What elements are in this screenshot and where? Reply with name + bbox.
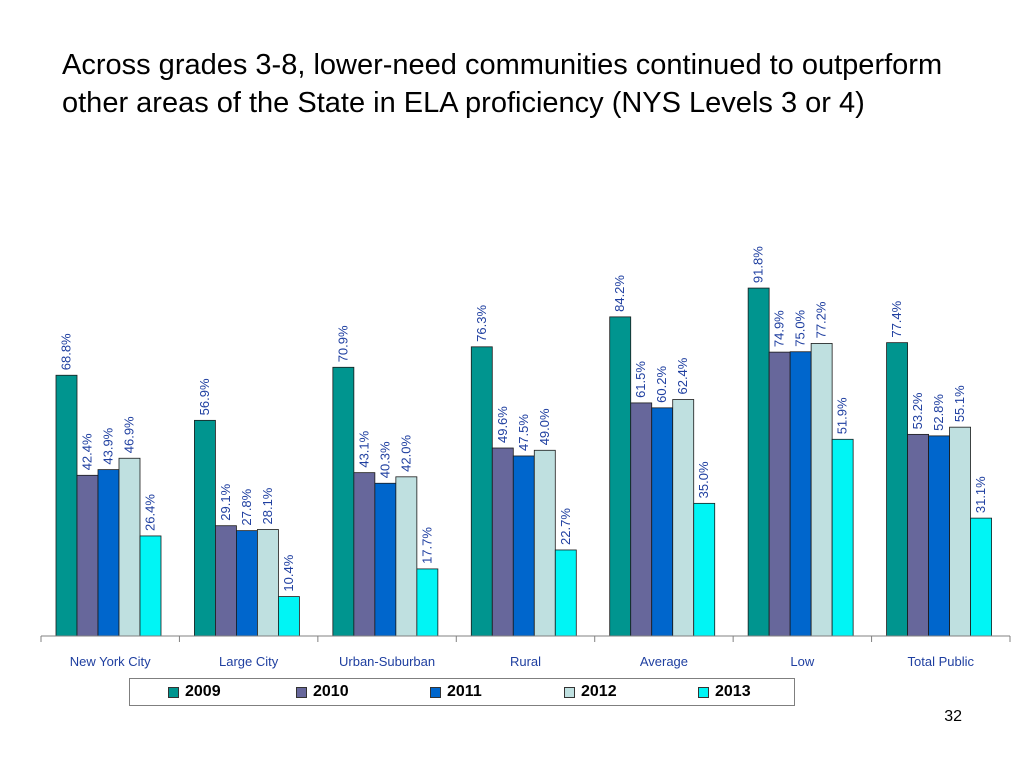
- bar-urban-suburban-2013: [416, 568, 439, 637]
- legend-item-2011: 2011: [430, 682, 482, 702]
- data-label-urban-suburban-2010: 43.1%: [356, 430, 371, 467]
- data-label-total-public-2012: 55.1%: [952, 385, 967, 422]
- bar-urban-suburban-2010: [353, 472, 376, 637]
- bar-rural-2011: [512, 455, 535, 637]
- legend-item-2012: 2012: [564, 682, 617, 702]
- data-label-average-2009: 84.2%: [612, 275, 627, 312]
- data-label-low-2010: 74.9%: [772, 310, 787, 347]
- bar-rural-2012: [533, 449, 556, 637]
- data-label-low-2011: 75.0%: [793, 309, 808, 346]
- legend-swatch-2011: [430, 686, 441, 698]
- data-label-rural-2011: 47.5%: [516, 414, 531, 451]
- x-tick-label-urban-suburban: Urban-Suburban: [339, 654, 435, 669]
- legend-label-2012: 2012: [581, 683, 617, 700]
- data-label-large-city-2009: 56.9%: [197, 378, 212, 415]
- legend-item-2013: 2013: [698, 682, 751, 702]
- legend-swatch-2013: [698, 686, 709, 698]
- data-label-total-public-2009: 77.4%: [889, 300, 904, 337]
- legend-label-2010: 2010: [313, 683, 349, 700]
- bar-average-2011: [651, 407, 674, 637]
- bar-total-public-2013: [970, 517, 992, 637]
- bar-urban-suburban-2012: [395, 476, 418, 637]
- data-label-average-2013: 35.0%: [696, 461, 711, 498]
- bar-urban-suburban-2011: [374, 482, 397, 637]
- bar-rural-2009: [470, 346, 493, 637]
- page-number: 32: [944, 708, 962, 725]
- legend-item-2009: 2009: [168, 682, 221, 702]
- data-label-total-public-2010: 53.2%: [910, 392, 925, 429]
- bar-average-2013: [693, 502, 716, 637]
- bar-average-2010: [630, 402, 653, 637]
- data-label-low-2013: 51.9%: [835, 397, 850, 434]
- bar-new-york-city-2011: [97, 469, 120, 637]
- bar-total-public-2009: [886, 342, 908, 637]
- x-tick-label-new-york-city: New York City: [70, 654, 151, 669]
- x-tick-label-rural: Rural: [510, 654, 541, 669]
- legend-label-2011: 2011: [447, 683, 482, 700]
- data-label-large-city-2013: 10.4%: [281, 554, 296, 591]
- bar-new-york-city-2010: [76, 474, 99, 637]
- data-label-new-york-city-2013: 26.4%: [143, 494, 158, 531]
- legend-label-2013: 2013: [715, 683, 751, 700]
- data-label-large-city-2010: 29.1%: [218, 483, 233, 520]
- legend-item-2010: 2010: [296, 682, 349, 702]
- data-label-large-city-2012: 28.1%: [260, 487, 275, 524]
- bar-total-public-2010: [907, 433, 929, 637]
- bar-large-city-2009: [194, 419, 216, 637]
- data-label-rural-2009: 76.3%: [474, 305, 489, 342]
- data-label-urban-suburban-2009: 70.9%: [335, 325, 350, 362]
- bar-average-2009: [609, 316, 632, 637]
- data-label-average-2010: 61.5%: [633, 361, 648, 398]
- x-tick-label-low: Low: [790, 654, 814, 669]
- bar-new-york-city-2009: [55, 374, 78, 637]
- bar-large-city-2013: [278, 596, 300, 637]
- data-label-total-public-2013: 31.1%: [973, 476, 988, 513]
- bar-low-2011: [789, 351, 812, 637]
- bar-total-public-2011: [928, 435, 950, 637]
- bar-average-2012: [672, 399, 695, 637]
- data-label-urban-suburban-2011: 40.3%: [377, 441, 392, 478]
- data-label-new-york-city-2010: 42.4%: [80, 433, 95, 470]
- legend-swatch-2010: [296, 686, 307, 698]
- x-tick-label-total-public: Total Public: [908, 654, 975, 669]
- data-label-low-2012: 77.2%: [814, 301, 829, 338]
- data-label-large-city-2011: 27.8%: [239, 488, 254, 525]
- bar-new-york-city-2013: [139, 535, 162, 637]
- bar-large-city-2010: [215, 525, 237, 637]
- bar-new-york-city-2012: [118, 457, 141, 637]
- data-label-rural-2013: 22.7%: [558, 508, 573, 545]
- x-tick-label-average: Average: [640, 654, 688, 669]
- bar-rural-2013: [554, 549, 577, 637]
- x-tick-label-large-city: Large City: [219, 654, 279, 669]
- data-label-rural-2012: 49.0%: [537, 408, 552, 445]
- bar-total-public-2012: [949, 426, 971, 637]
- bar-low-2013: [831, 438, 854, 637]
- legend-swatch-2009: [168, 686, 179, 698]
- data-label-rural-2010: 49.6%: [495, 406, 510, 443]
- bar-low-2010: [768, 351, 791, 637]
- bar-low-2012: [810, 343, 833, 637]
- data-label-average-2011: 60.2%: [654, 366, 669, 403]
- bar-rural-2010: [491, 447, 514, 637]
- slide-title: Across grades 3-8, lower-need communitie…: [62, 49, 943, 119]
- chart-legend: 2009 2010 2011 2012 2013: [129, 678, 795, 706]
- legend-swatch-2012: [564, 686, 575, 698]
- bar-urban-suburban-2009: [332, 366, 355, 637]
- data-label-urban-suburban-2013: 17.7%: [419, 527, 434, 564]
- data-label-total-public-2011: 52.8%: [931, 394, 946, 431]
- data-label-new-york-city-2012: 46.9%: [122, 416, 137, 453]
- data-label-new-york-city-2009: 68.8%: [59, 333, 74, 370]
- data-label-low-2009: 91.8%: [751, 246, 766, 283]
- data-label-average-2012: 62.4%: [675, 357, 690, 394]
- data-label-urban-suburban-2012: 42.0%: [398, 435, 413, 472]
- bar-large-city-2011: [236, 530, 258, 637]
- legend-label-2009: 2009: [185, 683, 221, 700]
- bar-large-city-2012: [257, 529, 279, 637]
- bar-low-2009: [747, 287, 770, 637]
- data-label-new-york-city-2011: 43.9%: [101, 427, 116, 464]
